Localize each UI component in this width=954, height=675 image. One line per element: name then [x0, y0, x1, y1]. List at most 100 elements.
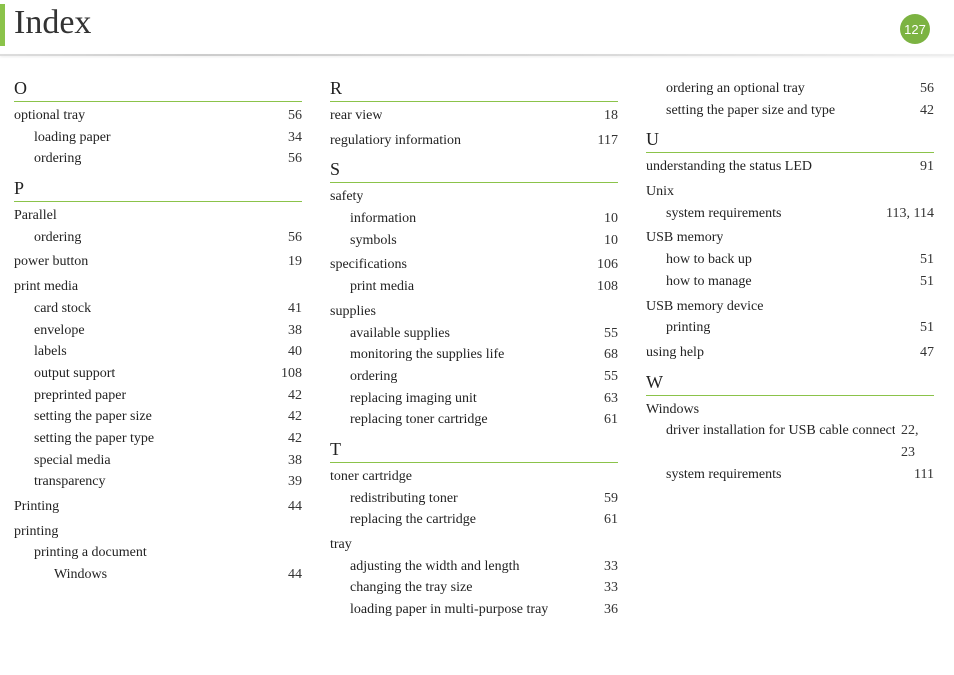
index-entry-label: understanding the status LED: [646, 156, 812, 178]
index-entry[interactable]: adjusting the width and length33: [330, 556, 618, 578]
index-entry-label: Unix: [646, 181, 674, 203]
index-entry-page: 91: [914, 156, 934, 178]
index-entry-label: ordering: [350, 366, 397, 388]
index-entry[interactable]: system requirements111: [646, 464, 934, 486]
index-entry[interactable]: how to manage51: [646, 271, 934, 293]
index-entry[interactable]: printing51: [646, 317, 934, 339]
index-entry[interactable]: optional tray56: [14, 105, 302, 127]
index-entry-label: rear view: [330, 105, 382, 127]
index-entry[interactable]: USB memory device: [646, 296, 934, 318]
index-entry[interactable]: special media38: [14, 450, 302, 472]
index-entry[interactable]: preprinted paper42: [14, 385, 302, 407]
index-entry-label: system requirements: [666, 203, 781, 225]
index-entry[interactable]: monitoring the supplies life68: [330, 344, 618, 366]
index-entry[interactable]: Unix: [646, 181, 934, 203]
index-entry[interactable]: USB memory: [646, 227, 934, 249]
index-entry-label: printing: [666, 317, 710, 339]
index-entry[interactable]: regulatiory information117: [330, 130, 618, 152]
index-entry[interactable]: supplies: [330, 301, 618, 323]
index-entry-label: USB memory device: [646, 296, 763, 318]
header-divider: [0, 54, 954, 56]
index-entry[interactable]: Parallel: [14, 205, 302, 227]
index-entry[interactable]: ordering an optional tray56: [646, 78, 934, 100]
index-entry[interactable]: print media108: [330, 276, 618, 298]
index-entry[interactable]: specifications106: [330, 254, 618, 276]
index-entry[interactable]: printing a document: [14, 542, 302, 564]
index-entry-label: tray: [330, 534, 352, 556]
index-entry-page: 44: [282, 564, 302, 586]
page-title: Index: [14, 4, 91, 42]
index-entry[interactable]: redistributing toner59: [330, 488, 618, 510]
index-entry[interactable]: using help47: [646, 342, 934, 364]
index-entry[interactable]: ordering56: [14, 227, 302, 249]
index-entry-page: 108: [591, 276, 618, 298]
index-entry[interactable]: setting the paper size and type42: [646, 100, 934, 122]
index-entry[interactable]: transparency39: [14, 471, 302, 493]
index-entry-page: 42: [282, 406, 302, 428]
index-entry-page: 113, 114: [880, 203, 934, 225]
index-entry-label: Printing: [14, 496, 59, 518]
index-entry-label: power button: [14, 251, 88, 273]
index-entry-page: 44: [282, 496, 302, 518]
index-entry-page: 61: [598, 409, 618, 431]
index-entry-label: toner cartridge: [330, 466, 412, 488]
index-entry[interactable]: symbols10: [330, 230, 618, 252]
index-entry[interactable]: information10: [330, 208, 618, 230]
index-entry-label: monitoring the supplies life: [350, 344, 504, 366]
index-entry[interactable]: replacing the cartridge61: [330, 509, 618, 531]
index-entry-page: 106: [591, 254, 618, 276]
index-entry[interactable]: how to back up51: [646, 249, 934, 271]
index-entry-page: 108: [275, 363, 302, 385]
index-entry[interactable]: rear view 18: [330, 105, 618, 127]
index-entry[interactable]: output support108: [14, 363, 302, 385]
index-entry[interactable]: toner cartridge: [330, 466, 618, 488]
index-entry[interactable]: understanding the status LED 91: [646, 156, 934, 178]
index-entry[interactable]: power button19: [14, 251, 302, 273]
index-entry-page: 22, 23: [895, 420, 934, 463]
index-entry[interactable]: labels40: [14, 341, 302, 363]
index-columns: Ooptional tray56loading paper34ordering5…: [14, 78, 934, 621]
index-entry[interactable]: print media: [14, 276, 302, 298]
index-entry[interactable]: Windows44: [14, 564, 302, 586]
index-entry-label: Windows: [646, 399, 699, 421]
section-letter: T: [330, 439, 618, 463]
index-entry[interactable]: Windows: [646, 399, 934, 421]
index-entry-label: information: [350, 208, 416, 230]
index-entry[interactable]: tray: [330, 534, 618, 556]
index-entry[interactable]: card stock41: [14, 298, 302, 320]
index-entry[interactable]: available supplies55: [330, 323, 618, 345]
index-entry-label: loading paper in multi-purpose tray: [350, 599, 548, 621]
index-entry-label: ordering an optional tray: [666, 78, 805, 100]
index-entry-label: ordering: [34, 227, 81, 249]
section-letter: S: [330, 159, 618, 183]
index-entry-page: 42: [282, 428, 302, 450]
index-entry[interactable]: changing the tray size33: [330, 577, 618, 599]
index-entry[interactable]: setting the paper type42: [14, 428, 302, 450]
index-entry[interactable]: ordering55: [330, 366, 618, 388]
index-entry[interactable]: Printing 44: [14, 496, 302, 518]
index-entry[interactable]: loading paper34: [14, 127, 302, 149]
index-entry[interactable]: system requirements 113, 114: [646, 203, 934, 225]
index-entry-page: 51: [914, 249, 934, 271]
index-entry-page: 59: [598, 488, 618, 510]
index-entry[interactable]: printing: [14, 521, 302, 543]
index-entry[interactable]: replacing toner cartridge 61: [330, 409, 618, 431]
index-entry[interactable]: setting the paper size42: [14, 406, 302, 428]
index-entry-label: card stock: [34, 298, 91, 320]
index-entry-label: Parallel: [14, 205, 57, 227]
index-entry-label: replacing toner cartridge: [350, 409, 488, 431]
index-entry-page: 56: [282, 105, 302, 127]
index-entry-label: labels: [34, 341, 67, 363]
index-entry[interactable]: safety: [330, 186, 618, 208]
index-entry[interactable]: ordering56: [14, 148, 302, 170]
index-column: Ooptional tray56loading paper34ordering5…: [14, 78, 302, 621]
index-entry-label: print media: [14, 276, 78, 298]
index-entry-page: 18: [598, 105, 618, 127]
index-entry-page: 42: [282, 385, 302, 407]
page-number: 127: [904, 22, 926, 37]
index-entry[interactable]: envelope38: [14, 320, 302, 342]
index-entry[interactable]: driver installation for USB cable connec…: [646, 420, 934, 463]
index-entry[interactable]: replacing imaging unit63: [330, 388, 618, 410]
index-entry-label: symbols: [350, 230, 397, 252]
index-entry[interactable]: loading paper in multi-purpose tray36: [330, 599, 618, 621]
